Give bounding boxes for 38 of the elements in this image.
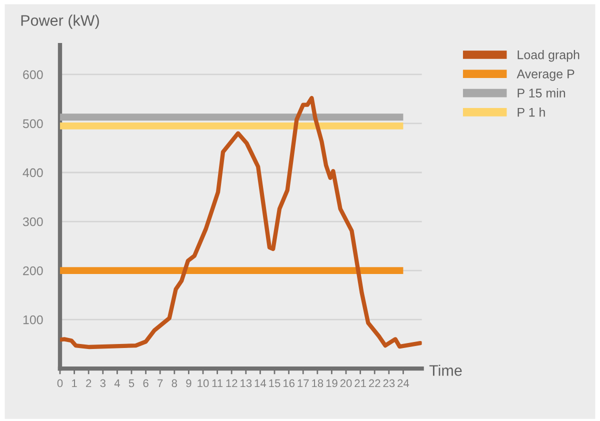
x-tick-label: 5 [128,379,134,388]
x-tick-label: 21 [354,379,366,388]
x-tick-label: 13 [240,379,252,388]
x-tick-label: 10 [198,379,209,388]
y-tick-label: 300 [22,217,43,226]
y-tick-label: 600 [23,70,43,80]
x-tick-label: 2 [86,379,92,388]
legend-label: P 1 h [518,108,545,117]
x-tick-label: 23 [383,379,395,388]
legend-label: P 15 min [518,88,566,98]
x-tick-label: 1 [72,379,77,388]
x-tick-label: 16 [283,379,294,388]
x-tick-label: 11 [212,379,223,388]
y-tick-label: 100 [23,315,43,324]
x-tick-label: 20 [340,379,352,388]
y-axis-title: Power (kW) [21,14,99,29]
x-tick-label: 0 [57,379,63,388]
x-tick-label: 12 [226,379,238,388]
y-tick-label: 500 [22,119,43,128]
x-tick-label: 18 [312,379,324,388]
x-tick-label: 22 [368,379,380,388]
x-tick-label: 17 [298,379,309,388]
x-tick-label: 7 [158,379,163,388]
y-tick-label: 400 [22,168,43,178]
legend-label: Average P [516,70,574,81]
x-tick-label: 14 [254,379,266,388]
x-tick-label: 24 [398,379,410,388]
x-tick-label: 8 [172,379,178,388]
x-tick-label: 3 [100,379,106,388]
x-tick-label: 19 [326,379,338,388]
x-tick-label: 15 [269,379,280,388]
legend-label: Load graph [518,50,580,62]
x-axis-title: Time [429,364,462,376]
x-tick-label: 4 [114,379,120,388]
x-tick-label: 9 [186,379,192,388]
line-series [60,96,422,350]
y-tick-label: 200 [23,266,43,276]
x-tick-label: 6 [143,379,148,388]
